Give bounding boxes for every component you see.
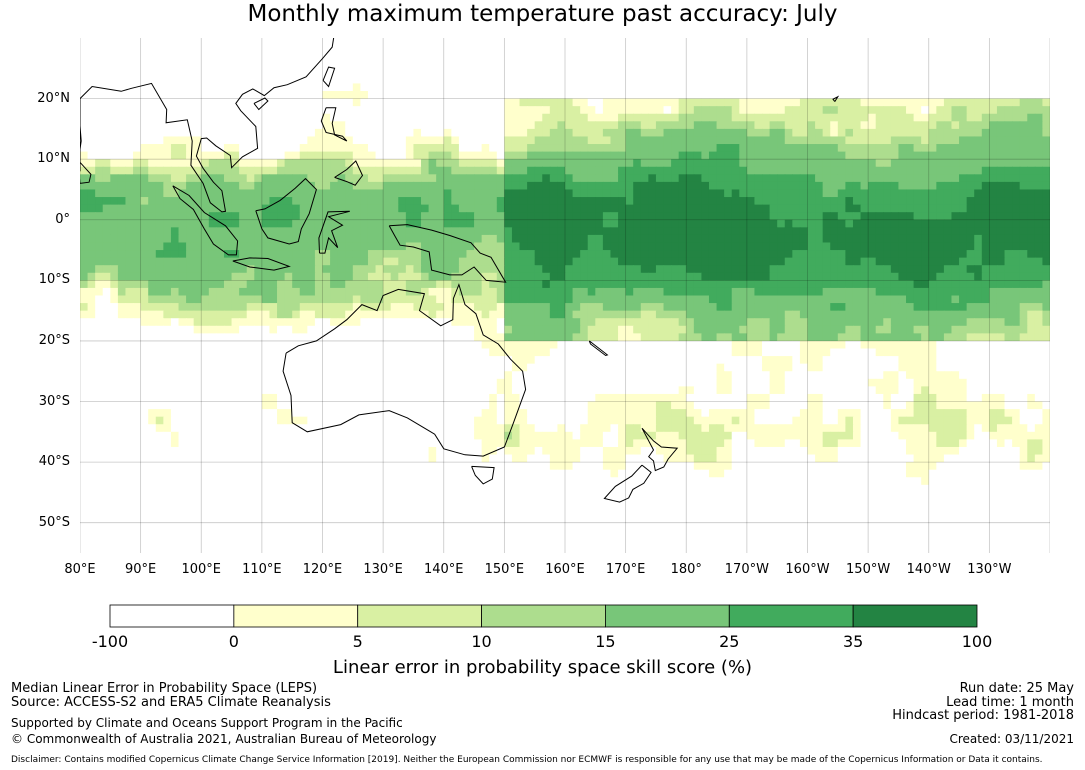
mainland-asia-coast <box>80 38 335 213</box>
colorbar-label: Linear error in probability space skill … <box>332 657 753 678</box>
lead-time: Lead time: 1 month <box>946 695 1074 710</box>
luzon-coast <box>320 107 348 142</box>
colorbar-swatch <box>109 604 235 628</box>
colorbar-swatch <box>233 604 359 628</box>
new-zealand-north <box>641 427 679 472</box>
created-date: Created: 03/11/2021 <box>949 732 1074 746</box>
hindcast-period: Hindcast period: 1981-2018 <box>892 708 1074 723</box>
longitude-label: 90°E <box>124 562 157 577</box>
new-caledonia-coast <box>588 340 609 357</box>
longitude-label: 170°E <box>605 562 646 577</box>
longitude-label: 170°W <box>724 562 769 577</box>
sumatra-coast <box>172 185 239 256</box>
latitude-label: 30°S <box>38 393 70 409</box>
longitude-label: 130°W <box>967 562 1012 577</box>
colorbar-swatch <box>728 604 854 628</box>
longitude-label: 160°E <box>545 562 585 577</box>
latitude-label: 20°N <box>37 90 70 106</box>
taiwan-coast <box>322 66 336 88</box>
hawaii-coast <box>832 95 840 102</box>
colorbar-tick-label: -100 <box>91 632 129 651</box>
longitude-label: 180° <box>670 562 702 577</box>
footer-copyright: © Commonwealth of Australia 2021, Austra… <box>11 732 437 746</box>
hainan-coast <box>253 97 269 111</box>
colorbar-swatch <box>852 604 978 628</box>
colorbar <box>109 604 978 628</box>
australia-coast <box>282 283 527 457</box>
new-guinea-coast <box>388 224 507 283</box>
colorbar-swatch <box>605 604 730 628</box>
borneo-coast <box>255 177 317 245</box>
sulawesi-coast <box>318 210 350 254</box>
sri-lanka-coast <box>80 161 92 184</box>
tasmania-coast <box>471 465 495 485</box>
latitude-label: 50°S <box>38 514 70 530</box>
footer-source: Source: ACCESS-S2 and ERA5 Climate Reana… <box>11 695 331 710</box>
java-coast <box>232 257 291 271</box>
new-zealand-south <box>603 464 652 503</box>
colorbar-tick-label: 10 <box>471 632 492 651</box>
longitude-label: 80°E <box>64 562 96 577</box>
run-date: Run date: 25 May <box>959 681 1074 696</box>
longitude-label: 100°E <box>181 562 222 577</box>
skill-score-map <box>80 38 1050 553</box>
footer-leps: Median Linear Error in Probability Space… <box>11 681 318 696</box>
colorbar-swatch <box>481 604 606 628</box>
longitude-label: 130°E <box>363 562 403 577</box>
longitude-label: 150°W <box>846 562 891 577</box>
latitude-label: 0° <box>55 211 70 227</box>
longitude-label: 120°E <box>302 562 343 577</box>
map-title: Monthly maximum temperature past accurac… <box>247 1 838 27</box>
latitude-label: 10°S <box>38 272 70 288</box>
coastlines <box>80 38 840 503</box>
latitude-label: 40°S <box>38 454 70 470</box>
colorbar-tick-label: 35 <box>842 632 864 651</box>
colorbar-tick-label: 100 <box>961 632 993 651</box>
disclaimer: Disclaimer: Contains modified Copernicus… <box>11 755 1043 765</box>
footer-support: Supported by Climate and Oceans Support … <box>11 716 403 730</box>
latitude-label: 10°N <box>37 151 70 167</box>
longitude-label: 150°E <box>484 562 525 577</box>
colorbar-tick-label: 0 <box>228 632 239 651</box>
longitude-label: 160°W <box>785 562 830 577</box>
colorbar-tick-label: 5 <box>352 632 363 651</box>
latitude-label: 20°S <box>38 332 70 348</box>
colorbar-tick-label: 25 <box>719 632 740 651</box>
colorbar-tick-label: 15 <box>595 632 616 651</box>
longitude-label: 110°E <box>242 562 282 577</box>
longitude-label: 140°E <box>423 562 464 577</box>
colorbar-swatch <box>357 604 482 628</box>
skill-score-heatmap <box>80 38 1050 553</box>
mindanao-coast <box>334 160 364 186</box>
map-gridlines <box>80 38 1050 553</box>
longitude-label: 140°W <box>906 562 951 577</box>
